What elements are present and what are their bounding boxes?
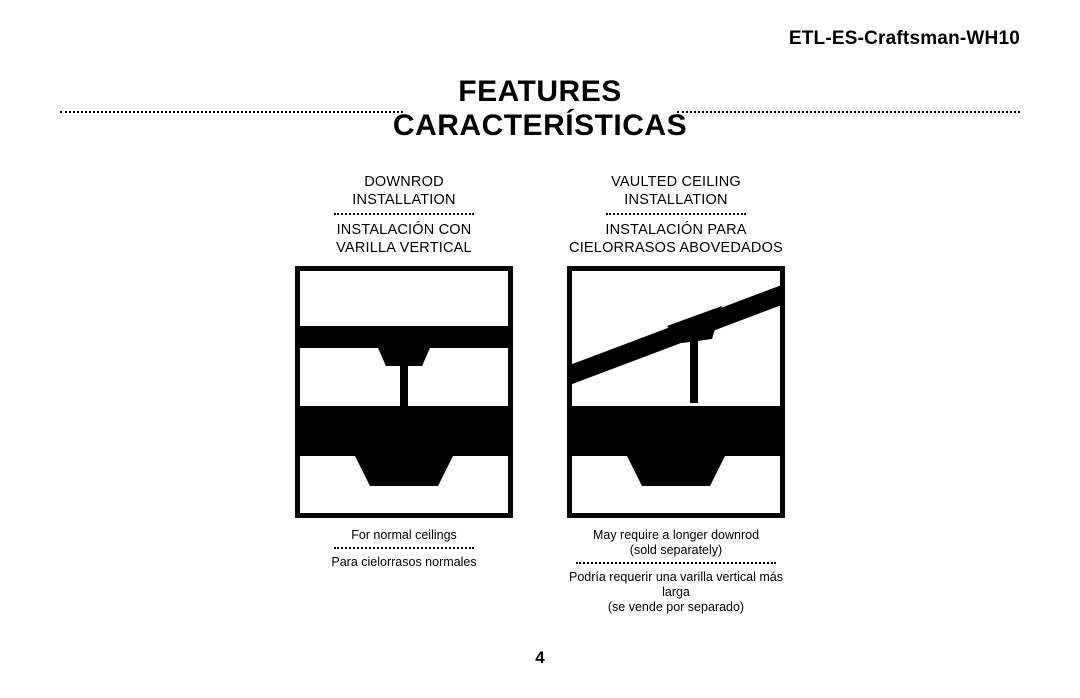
panel-right-caption-es-line1: Podría requerir una varilla vertical más… [569,570,783,599]
panel-right-label-es-line1: INSTALACIÓN PARA [605,222,746,238]
panel-vaulted: VAULTED CEILING INSTALLATION INSTALACIÓN… [556,173,796,615]
panel-right-label-en-line1: VAULTED CEILING [611,174,741,190]
panel-left-label-es-line1: INSTALACIÓN CON [337,222,472,238]
panel-right-caption-en-line1: May require a longer downrod [593,528,759,542]
panel-left-illustration [295,266,513,518]
panel-left-label-en-line1: DOWNROD [364,174,444,190]
panel-left-label-es-line2: VARILLA VERTICAL [336,240,472,256]
panel-left-caption-en: For normal ceilings [351,528,457,543]
panel-right-caption-en: May require a longer downrod (sold separ… [593,528,759,558]
panel-left-label-en-line2: INSTALLATION [352,192,455,208]
panel-left-caption-es: Para cielorrasos normales [331,555,476,570]
title-block: FEATURES CARACTERÍSTICAS [0,75,1080,143]
panels-row: DOWNROD INSTALLATION INSTALACIÓN CON VAR… [0,173,1080,615]
title-es: CARACTERÍSTICAS [0,109,1080,143]
page-number: 4 [0,648,1080,668]
panel-left-dotted-divider [334,213,474,215]
title-en: FEATURES [0,75,1080,109]
panel-right-caption-divider [576,562,776,564]
panel-right-label-es: INSTALACIÓN PARA CIELORRASOS ABOVEDADOS [569,221,783,257]
vaulted-illustration-svg [572,271,780,513]
panel-right-caption-es-line2: (se vende por separado) [608,600,744,614]
panel-left-caption-divider [334,547,474,549]
panel-right-caption-en-line2: (sold separately) [630,543,722,557]
downrod-illustration-svg [300,271,508,513]
panel-right-illustration [567,266,785,518]
panel-downrod: DOWNROD INSTALLATION INSTALACIÓN CON VAR… [284,173,524,615]
panel-right-label-es-line2: CIELORRASOS ABOVEDADOS [569,240,783,256]
panel-right-dotted-divider [606,213,746,215]
document-code: ETL-ES-Craftsman-WH10 [789,28,1020,50]
panel-right-label-en: VAULTED CEILING INSTALLATION [611,173,741,209]
panel-right-label-en-line2: INSTALLATION [624,192,727,208]
panel-left-label-es: INSTALACIÓN CON VARILLA VERTICAL [336,221,472,257]
panel-right-caption-es: Podría requerir una varilla vertical más… [556,570,796,615]
panel-left-label-en: DOWNROD INSTALLATION [352,173,455,209]
